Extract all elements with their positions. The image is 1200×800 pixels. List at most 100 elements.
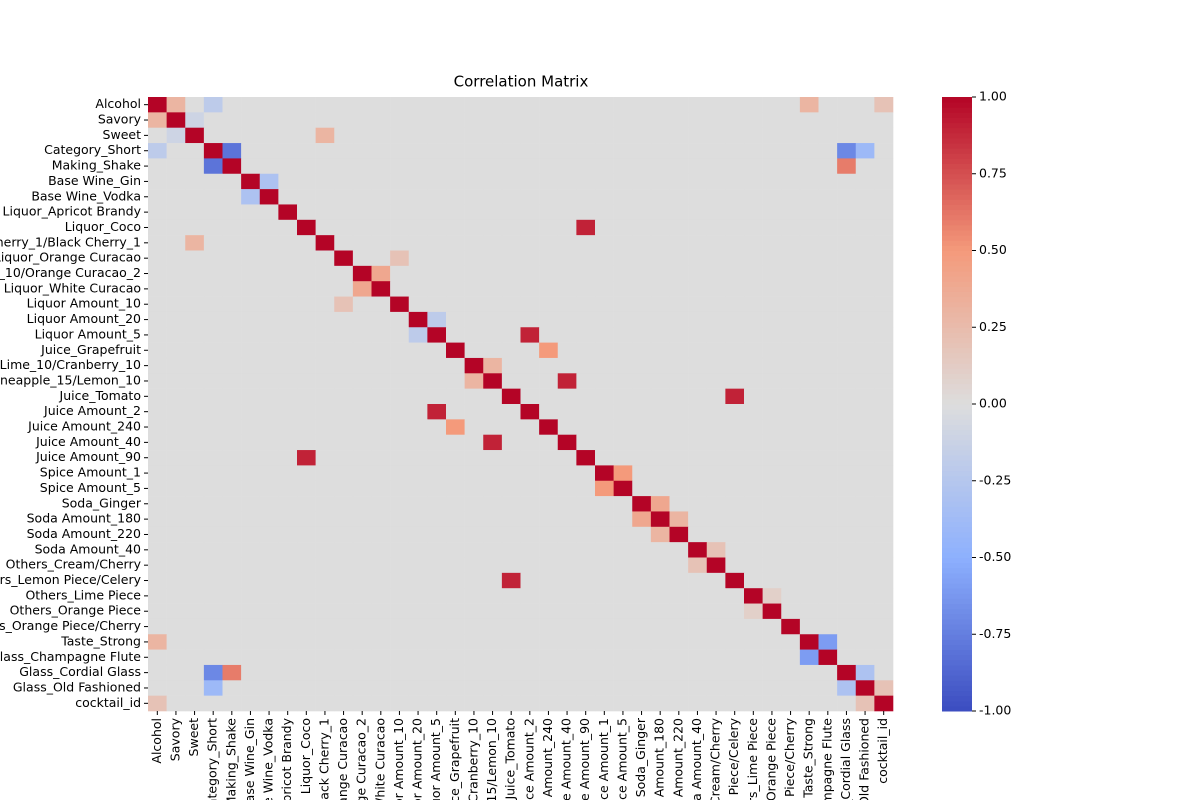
heatmap-cell [762, 204, 782, 221]
heatmap-cell [464, 695, 484, 712]
heatmap-cell [352, 112, 372, 128]
heatmap-cell [501, 327, 521, 343]
heatmap-cell [166, 649, 186, 666]
heatmap-cell [632, 480, 652, 497]
heatmap-cell [222, 173, 242, 190]
heatmap-cell [203, 281, 223, 297]
heatmap-cell [762, 542, 782, 558]
heatmap-cell [297, 542, 316, 558]
heatmap-cell [222, 588, 242, 604]
heatmap-cell [408, 281, 428, 297]
heatmap-cell [595, 588, 614, 604]
heatmap-cell [706, 480, 726, 497]
heatmap-cell [352, 557, 372, 574]
heatmap-cell [632, 649, 652, 666]
heatmap-cell [557, 695, 577, 712]
heatmap-cell [148, 97, 167, 113]
heatmap-cell [613, 557, 633, 574]
heatmap-cell [688, 465, 708, 482]
heatmap-cell [408, 357, 428, 374]
colorbar-segment [942, 127, 972, 134]
heatmap-cell [166, 618, 186, 635]
heatmap-cell [408, 204, 428, 221]
heatmap-cell [762, 357, 782, 374]
x-tick-label: Liquor_Orange Curacao [335, 718, 350, 800]
heatmap-cell [520, 664, 540, 681]
heatmap-cell [818, 127, 838, 144]
heatmap-cell [539, 388, 559, 405]
heatmap-cell [334, 158, 354, 175]
heatmap-cell [352, 189, 372, 205]
x-tick-label: Glass_Champagne Flute [819, 718, 834, 800]
colorbar-segment [942, 245, 972, 251]
heatmap-cell [501, 112, 521, 128]
heatmap-cell [371, 419, 391, 435]
colorbar-segment [942, 306, 972, 313]
heatmap-cell [501, 572, 521, 589]
heatmap-cell [315, 480, 335, 497]
heatmap-cell [334, 557, 354, 574]
x-tick-label: Spice Amount_1 [596, 718, 611, 800]
colorbar-segment [942, 153, 972, 159]
x-tick-label: Base Wine_Vodka [261, 718, 276, 800]
colorbar-segment [942, 270, 972, 277]
heatmap-cell [632, 373, 652, 389]
heatmap-cell [818, 143, 838, 159]
heatmap-cell [539, 265, 559, 282]
colorbar-segment [942, 357, 972, 364]
heatmap-cell [762, 588, 782, 604]
heatmap-cell [222, 649, 242, 666]
heatmap-cell [669, 450, 689, 466]
heatmap-cell [483, 680, 503, 696]
heatmap-cell [427, 542, 447, 558]
heatmap-cell [334, 695, 354, 712]
heatmap-cell [669, 112, 689, 128]
heatmap-cell [222, 388, 242, 405]
heatmap-cell [148, 112, 167, 128]
heatmap-cell [185, 235, 205, 251]
heatmap-cell [669, 357, 689, 374]
colorbar-segment [942, 424, 972, 431]
heatmap-cell [688, 450, 708, 466]
colorbar-segment [942, 183, 972, 190]
heatmap-cell [576, 219, 596, 236]
heatmap-cell [259, 373, 279, 389]
heatmap-cell [408, 557, 428, 574]
y-tick-label: Others_Lemon Piece/Celery [0, 572, 142, 587]
heatmap-cell [762, 311, 782, 328]
heatmap-cell [203, 357, 223, 374]
heatmap-cell [855, 419, 875, 435]
heatmap-cell [632, 526, 652, 543]
x-tick-label: Others_Orange Piece [763, 718, 778, 800]
heatmap-cell [557, 480, 577, 497]
heatmap-cell [371, 603, 391, 620]
heatmap-cell [371, 189, 391, 205]
heatmap-cell [203, 296, 223, 313]
heatmap-cell [688, 511, 708, 528]
heatmap-cell [595, 434, 614, 451]
heatmap-cell [650, 235, 670, 251]
heatmap-cell [781, 357, 801, 374]
heatmap-cell [632, 634, 652, 650]
heatmap-cell [837, 634, 857, 650]
heatmap-cell [613, 112, 633, 128]
heatmap-cell [315, 572, 335, 589]
heatmap-cell [688, 311, 708, 328]
colorbar-tick-label: 0.50 [979, 242, 1007, 257]
heatmap-cell [650, 173, 670, 190]
heatmap-cell [259, 465, 279, 482]
heatmap-cell [818, 603, 838, 620]
heatmap-cell [278, 357, 298, 374]
heatmap-cell [520, 127, 540, 144]
heatmap-cell [762, 526, 782, 543]
heatmap-cell [855, 480, 875, 497]
heatmap-cell [818, 680, 838, 696]
heatmap-cell [464, 480, 484, 497]
heatmap-cell [762, 143, 782, 159]
heatmap-cell [837, 311, 857, 328]
heatmap-cell [315, 526, 335, 543]
heatmap-cell [874, 342, 894, 359]
heatmap-cell [781, 173, 801, 190]
heatmap-cell [632, 496, 652, 512]
heatmap-cell [837, 173, 857, 190]
